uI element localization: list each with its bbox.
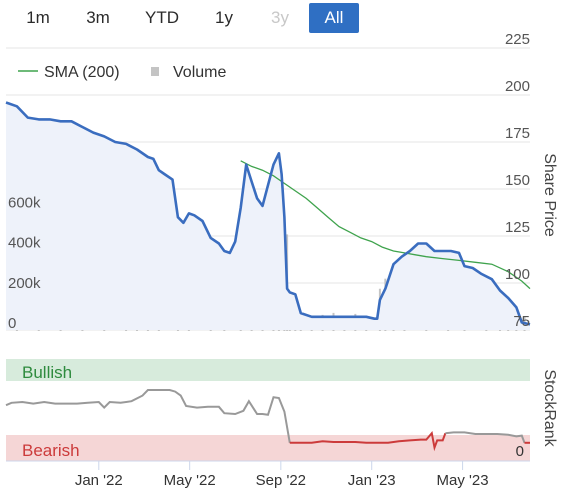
volume-tick-label: 200k bbox=[8, 275, 41, 292]
range-button-1m[interactable]: 1m bbox=[26, 8, 50, 27]
bullish-label: Bullish bbox=[22, 363, 72, 382]
time-axis-label: May '23 bbox=[437, 472, 489, 489]
stockrank-bearish-line bbox=[289, 430, 447, 452]
share-price-axis: 75 100 125 150 175 200 225 bbox=[505, 31, 530, 330]
legend: SMA (200) Volume bbox=[18, 64, 226, 81]
stockrank-recover-line bbox=[445, 431, 526, 444]
time-axis-label: May '22 bbox=[164, 472, 216, 489]
range-button-1y[interactable]: 1y bbox=[215, 8, 233, 27]
range-button-3m[interactable]: 3m bbox=[86, 8, 110, 27]
range-button-3y: 3y bbox=[271, 8, 289, 27]
legend-volume-label[interactable]: Volume bbox=[173, 64, 226, 81]
volume-tick-label: 0 bbox=[8, 315, 16, 332]
share-price-tick-label: 100 bbox=[505, 266, 530, 283]
legend-sma-label[interactable]: SMA (200) bbox=[44, 64, 120, 81]
stockrank-panel: Bullish Bearish 0 StockRank bbox=[5, 356, 558, 464]
volume-legend-icon bbox=[151, 67, 159, 76]
price-panel: 75 100 125 150 175 200 225 0 200k 400k 600k Share… bbox=[5, 31, 558, 338]
time-axis: Jan '22 May '22 Sep '22 Jan '23 May '23 bbox=[6, 460, 530, 489]
stockrank-axis-title: StockRank bbox=[541, 369, 558, 447]
share-price-tick-label: 150 bbox=[505, 172, 530, 189]
time-axis-label: Sep '22 bbox=[256, 472, 306, 489]
share-price-tick-label: 175 bbox=[505, 125, 530, 142]
bearish-zone bbox=[6, 435, 530, 461]
price-line bbox=[5, 101, 531, 326]
time-axis-label: Jan '23 bbox=[348, 472, 396, 489]
range-button-all[interactable]: All bbox=[309, 3, 359, 33]
volume-tick-label: 600k bbox=[8, 194, 41, 211]
share-price-axis-title: Share Price bbox=[541, 153, 558, 237]
time-axis-label: Jan '22 bbox=[75, 472, 123, 489]
volume-axis: 0 200k 400k 600k bbox=[8, 194, 41, 332]
volume-tick-label: 400k bbox=[8, 235, 41, 252]
range-selector: 1m 3m YTD 1y 3y All bbox=[10, 2, 370, 33]
share-price-tick-label: 75 bbox=[513, 313, 530, 330]
sma-line bbox=[240, 160, 531, 290]
share-price-tick-label: 125 bbox=[505, 219, 530, 236]
price-area-fill bbox=[6, 102, 530, 330]
share-price-tick-label: 225 bbox=[505, 31, 530, 48]
share-price-tick-label: 200 bbox=[505, 78, 530, 95]
bullish-zone bbox=[6, 359, 530, 381]
range-button-ytd[interactable]: YTD bbox=[145, 8, 179, 27]
bearish-label: Bearish bbox=[22, 441, 80, 460]
stockrank-line bbox=[5, 389, 291, 443]
stockrank-axis-zero: 0 bbox=[516, 443, 524, 460]
